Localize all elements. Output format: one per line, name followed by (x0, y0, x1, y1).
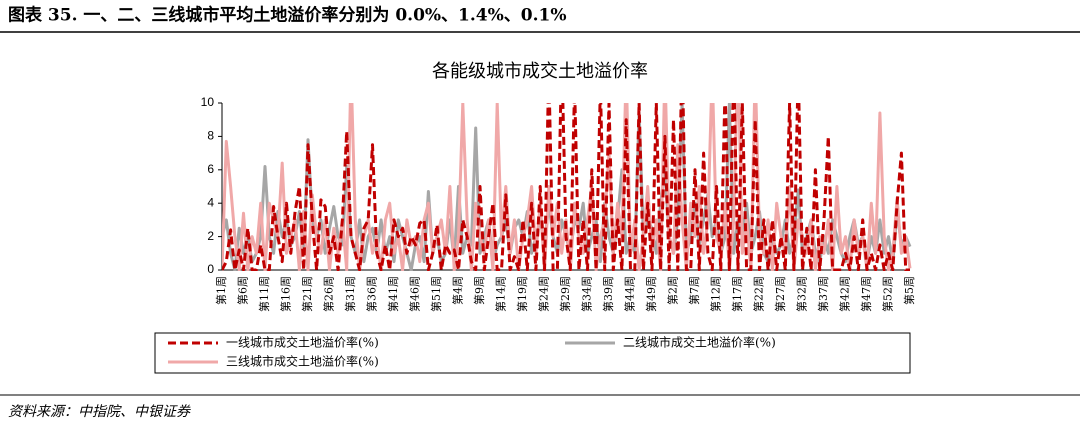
series-line (222, 103, 910, 271)
x-tick-label: 第22周 (752, 276, 766, 312)
x-tick-label: 第7周 (687, 276, 701, 305)
y-tick-label: 10 (201, 95, 215, 109)
x-tick-label: 第6周 (236, 276, 250, 305)
y-tick-label: 0 (207, 262, 214, 276)
x-tick-label: 第47周 (859, 276, 873, 312)
x-tick-label: 第24周 (537, 276, 551, 312)
y-tick-label: 8 (207, 129, 214, 143)
x-tick-label: 第49周 (644, 276, 658, 312)
x-tick-label: 第5周 (902, 276, 916, 305)
source-note: 资料来源：中指院、中银证券 (8, 404, 191, 420)
figure-title: 图表 35. 一、二、三线城市平均土地溢价率分别为 0.0%、1.4%、0.1% (8, 5, 567, 26)
x-tick-label: 第21周 (300, 276, 314, 312)
x-tick-label: 第26周 (322, 276, 336, 312)
legend-label: 一线城市成交土地溢价率(%) (226, 335, 379, 350)
legend-label: 三线城市成交土地溢价率(%) (226, 354, 379, 369)
x-tick-label: 第27周 (773, 276, 787, 312)
x-tick-label: 第39周 (601, 276, 615, 312)
series-line (222, 103, 912, 271)
x-tick-label: 第41周 (386, 276, 400, 312)
x-tick-label: 第17周 (730, 276, 744, 312)
x-tick-label: 第2周 (666, 276, 680, 305)
x-tick-label: 第36周 (365, 276, 379, 312)
x-tick-label: 第31周 (343, 276, 357, 312)
chart-title: 各能级城市成交土地溢价率 (432, 61, 648, 82)
x-tick-label: 第19周 (515, 276, 529, 312)
y-tick-label: 2 (207, 229, 214, 243)
x-tick-label: 第44周 (623, 276, 637, 312)
x-tick-label: 第11周 (257, 276, 271, 312)
x-tick-label: 第1周 (214, 276, 228, 305)
x-tick-label: 第46周 (408, 276, 422, 312)
x-tick-label: 第42周 (838, 276, 852, 312)
x-tick-label: 第51周 (429, 276, 443, 312)
legend-label: 二线城市成交土地溢价率(%) (623, 335, 776, 350)
x-tick-label: 第29周 (558, 276, 572, 312)
x-tick-label: 第16周 (279, 276, 293, 312)
x-tick-label: 第32周 (795, 276, 809, 312)
x-tick-label: 第4周 (451, 276, 465, 305)
legend-box (154, 332, 911, 374)
x-tick-label: 第34周 (580, 276, 594, 312)
y-tick-label: 4 (207, 195, 214, 209)
x-tick-label: 第14周 (494, 276, 508, 312)
y-tick-label: 6 (207, 162, 214, 176)
plot: 0 2 4 6 8 10 第1周 第6周 第11周 第16周 第21周 第26周 第31周 第36周 第41… (168, 95, 916, 369)
x-tick-label: 第52周 (881, 276, 895, 312)
x-tick-label: 第37周 (816, 276, 830, 312)
x-tick-label: 第9周 (472, 276, 486, 305)
x-tick-label: 第12周 (709, 276, 723, 312)
